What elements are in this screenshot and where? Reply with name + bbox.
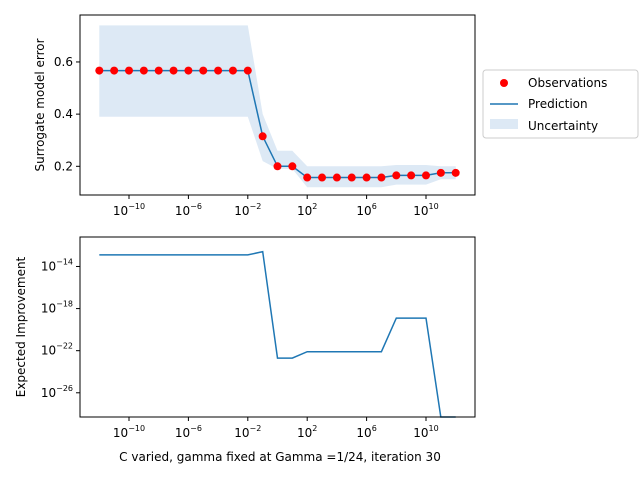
x-tick-label: 106 [356,424,376,440]
x-tick-label: 10−10 [113,202,145,218]
observation-point [332,173,341,182]
bottom-x-ticks: 10−10 10−6 10−2 102 106 1010 [113,417,439,440]
observation-point [407,171,416,180]
x-tick-label: 102 [297,424,317,440]
observation-point [273,162,282,171]
observation-point [214,66,223,75]
observation-point [318,173,327,182]
bottom-x-axis-label: C varied, gamma fixed at Gamma =1/24, it… [119,450,441,464]
bottom-plot-frame [79,236,476,418]
observation-point [243,66,252,75]
observation-point [347,173,356,182]
observation-point [95,66,104,75]
observation-series [95,66,460,182]
bottom-y-axis-label: Expected Improvement [14,256,28,397]
observation-point [362,173,371,182]
observation-point [258,132,267,141]
x-tick-label: 10−2 [234,202,261,218]
observation-point [125,66,134,75]
top-plot-frame [79,14,476,196]
expected-improvement-line [99,250,456,418]
observation-point [303,173,312,182]
uncertainty-area [99,25,456,188]
legend-box [482,69,639,139]
observation-point [392,171,401,180]
y-tick-label: 0.2 [54,159,73,173]
x-tick-label: 102 [297,202,317,218]
observation-point [199,66,208,75]
observation-point [110,66,119,75]
legend-uncertainty-label: Uncertainty [528,119,598,133]
x-tick-label: 10−6 [175,424,202,440]
legend: Observations Prediction Uncertainty [482,69,639,139]
observation-point [436,168,445,177]
legend-observations-marker [500,79,508,87]
x-tick-label: 10−6 [175,202,202,218]
observation-point [288,162,297,171]
top-x-ticks: 10−10 10−6 10−2 102 106 1010 [113,195,439,218]
top-y-ticks: 0.2 0.4 0.6 [54,55,80,173]
top-surrogate-error-plot: 10−10 10−6 10−2 102 106 1010 0.2 0.4 0.6 Surrog… [33,14,476,218]
legend-observations-label: Observations [528,76,607,90]
y-tick-label: 10−22 [41,342,73,358]
observation-point [184,66,193,75]
y-tick-label: 10−18 [41,300,73,316]
expected-improvement-series [99,250,456,418]
bottom-expected-improvement-plot: 10−10 10−6 10−2 102 106 1010 10−1410−1810−221… [14,236,476,464]
x-tick-label: 1010 [413,424,438,440]
y-tick-label: 10−26 [41,384,73,400]
y-tick-label: 10−14 [41,257,73,273]
top-y-axis-label: Surrogate model error [33,38,47,171]
x-tick-label: 106 [356,202,376,218]
observation-point [154,66,163,75]
y-tick-label: 0.6 [54,55,73,69]
observation-point [421,171,430,180]
uncertainty-band [99,25,456,188]
observation-point [169,66,178,75]
y-tick-label: 0.4 [54,107,73,121]
legend-prediction-label: Prediction [528,97,588,111]
observation-point [139,66,148,75]
x-tick-label: 10−10 [113,424,145,440]
legend-uncertainty-swatch [490,119,518,129]
observation-point [451,168,460,177]
observation-point [377,173,386,182]
x-tick-label: 1010 [413,202,438,218]
x-tick-label: 10−2 [234,424,261,440]
bottom-y-ticks: 10−14 10−18 10−22 10−26 [41,257,80,400]
observation-point [228,66,237,75]
